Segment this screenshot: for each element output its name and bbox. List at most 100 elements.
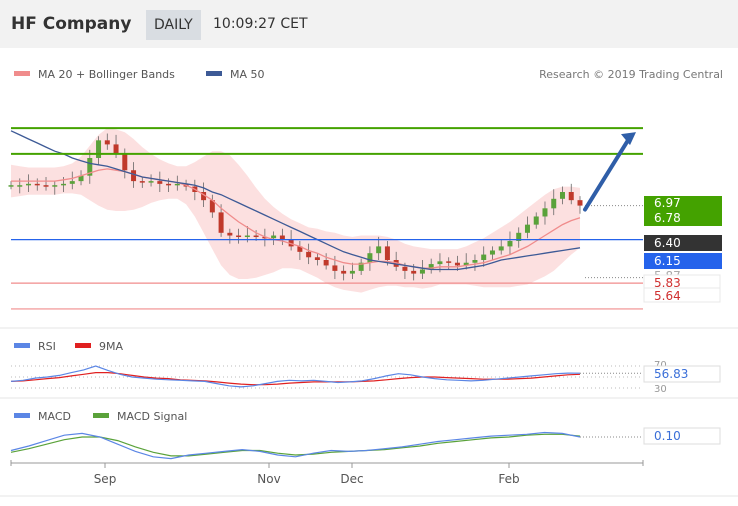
- timestamp: 10:09:27 CET: [213, 16, 308, 32]
- forecast-arrow-shaft: [583, 135, 632, 212]
- candle-body: [463, 262, 469, 266]
- period-button[interactable]: DAILY: [146, 10, 201, 40]
- macd-value-badge: [643, 427, 721, 445]
- candle-body: [568, 192, 574, 201]
- candle-body: [218, 212, 224, 233]
- pivot-badge: [644, 253, 722, 269]
- macd-legend-swatch: [14, 413, 30, 418]
- candle-body: [376, 246, 382, 254]
- candle-body: [253, 235, 259, 238]
- candle-body: [367, 253, 373, 263]
- candle-body: [87, 158, 93, 176]
- credit-text: Research © 2019 Trading Central: [539, 68, 723, 81]
- candle-body: [122, 153, 128, 171]
- ma50-legend-label: MA 50: [230, 68, 265, 81]
- candle-body: [428, 264, 434, 270]
- candle-body: [236, 235, 242, 238]
- rsi-plot: [10, 365, 643, 389]
- resistance-badge: [644, 196, 722, 226]
- candle-body: [244, 235, 250, 238]
- ma20-legend-swatch: [14, 71, 30, 76]
- candle-body: [551, 198, 557, 209]
- level-label-6.78: 6.78: [654, 211, 681, 225]
- candle-body: [139, 181, 145, 183]
- macd-legend-label: MACD: [38, 410, 71, 423]
- candle-body: [78, 175, 84, 182]
- candle-body: [481, 254, 487, 260]
- candle-body: [437, 261, 443, 265]
- candle-body: [507, 240, 513, 247]
- candle-body: [393, 260, 399, 267]
- candle-body: [384, 246, 390, 260]
- candle-body: [166, 183, 172, 186]
- x-tick-label: Nov: [257, 472, 280, 486]
- rsi-legend-label: RSI: [38, 340, 56, 353]
- x-axis: Sep Nov Dec Feb: [10, 460, 644, 486]
- candle-body: [533, 216, 539, 225]
- rsi-value-label: 56.83: [654, 367, 688, 381]
- x-tick-label: Dec: [340, 472, 363, 486]
- bollinger-band: [11, 128, 580, 293]
- candle-body: [69, 181, 75, 184]
- macd-line: [10, 431, 581, 460]
- level-label-6.15: 6.15: [654, 254, 681, 268]
- x-tick-label: Feb: [498, 472, 519, 486]
- candle-body: [157, 181, 163, 184]
- support-badge: [643, 287, 721, 303]
- candle-body: [279, 235, 285, 240]
- candle-body: [262, 236, 268, 239]
- macd-signal-legend-label: MACD Signal: [117, 410, 187, 423]
- candle-body: [559, 192, 565, 199]
- candle-body: [524, 224, 530, 233]
- candle-body: [446, 261, 452, 263]
- last-badge: [644, 235, 722, 251]
- candle-body: [314, 257, 320, 260]
- header-bar: HF Company DAILY 10:09:27 CET: [0, 0, 738, 48]
- ma20-legend-label: MA 20 + Bollinger Bands: [38, 68, 175, 81]
- candle-body: [148, 181, 154, 183]
- candle-body: [174, 183, 180, 186]
- rsi-level-30: 30: [654, 384, 667, 395]
- ma20-line: [11, 168, 581, 269]
- candle-body: [201, 192, 207, 201]
- candle-body: [52, 185, 58, 187]
- candle-body: [17, 185, 23, 187]
- candle-body: [61, 183, 67, 186]
- candle-body: [8, 185, 14, 187]
- ma50-legend-swatch: [206, 71, 222, 76]
- candle-body: [227, 232, 233, 236]
- rsi-legend-swatch: [14, 343, 30, 348]
- company-title: HF Company: [11, 14, 132, 34]
- candle-body: [411, 270, 417, 274]
- level-label-6.40: 6.40: [654, 236, 681, 250]
- candle-body: [271, 235, 277, 239]
- level-label-5.64: 5.64: [654, 289, 681, 303]
- candle-body: [577, 200, 583, 206]
- price-plot: 6.976.786.406.155.875.835.64: [8, 127, 722, 310]
- candle-body: [34, 183, 40, 186]
- candle-body: [402, 266, 408, 271]
- candle-body: [419, 269, 425, 274]
- candle-body: [349, 270, 355, 274]
- candle-body: [104, 140, 110, 145]
- ma50-line: [10, 130, 581, 271]
- candle-body: [26, 183, 32, 186]
- candle-body: [131, 170, 137, 182]
- candle-body: [498, 246, 504, 251]
- macd-value-label: 0.10: [654, 429, 681, 443]
- candle-body: [96, 140, 102, 158]
- rsi-ma-legend-swatch: [75, 343, 91, 348]
- x-tick-label: Sep: [94, 472, 117, 486]
- candle-body: [454, 262, 460, 266]
- candle-body: [542, 208, 548, 217]
- forecast-arrow-head: [621, 132, 636, 146]
- candle-body: [489, 250, 495, 255]
- candle-body: [209, 200, 215, 213]
- candle-body: [341, 270, 347, 274]
- macd-signal-legend-swatch: [93, 413, 109, 418]
- level-label-6.97: 6.97: [654, 196, 681, 210]
- macd-signal-line: [10, 433, 581, 457]
- rsi-line: [10, 365, 581, 388]
